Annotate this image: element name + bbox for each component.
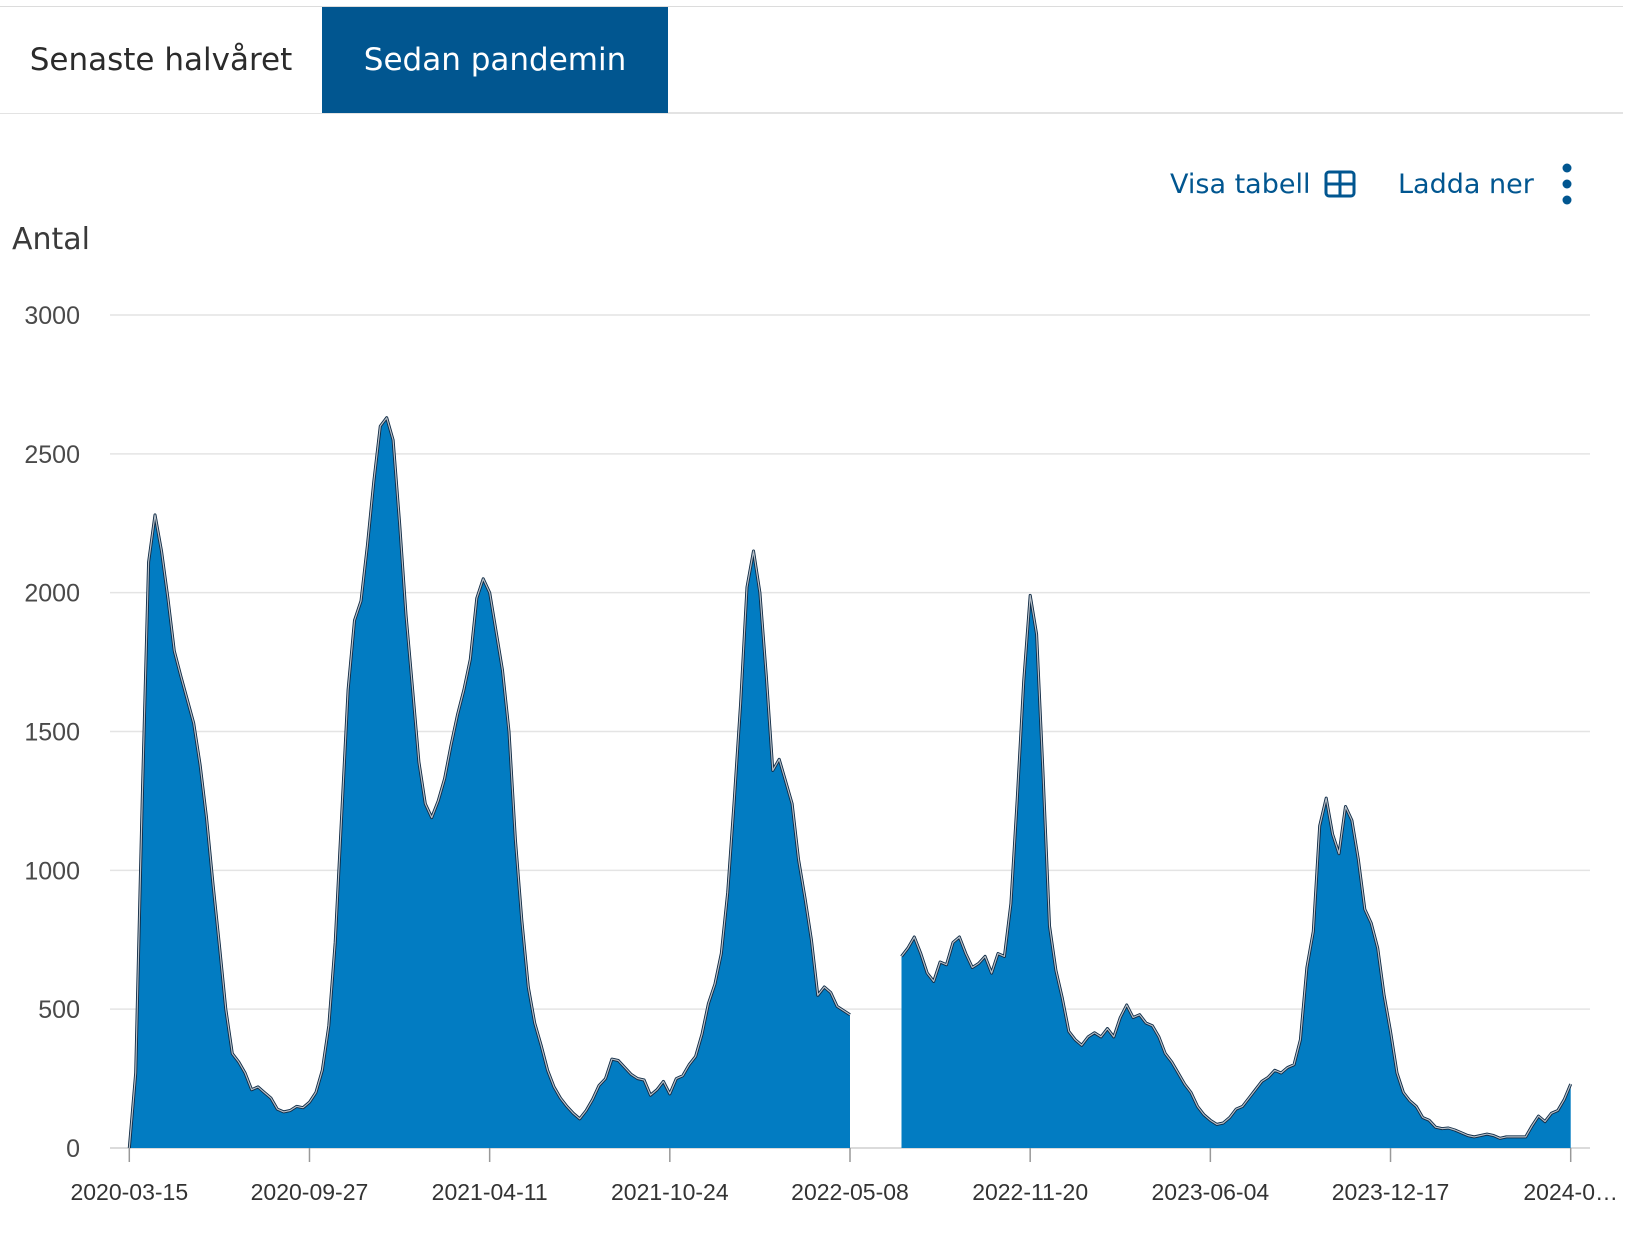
x-tick-label: 2021-10-24 xyxy=(611,1179,729,1205)
y-axis-title: Antal xyxy=(12,222,91,257)
tab-bar: Senaste halvåret Sedan pandemin xyxy=(0,6,1623,114)
y-tick-label: 1000 xyxy=(24,857,80,885)
series-edge-highlight-1 xyxy=(128,417,851,1149)
table-grid-icon xyxy=(1324,170,1356,198)
x-tick-label: 2020-03-15 xyxy=(70,1179,188,1205)
area-segment-1 xyxy=(129,417,851,1148)
download-button[interactable]: Ladda ner xyxy=(1398,158,1578,210)
show-table-label: Visa tabell xyxy=(1170,168,1311,200)
series-edge-highlight-2 xyxy=(901,594,1572,1139)
area-chart: 0 500 1000 1500 2000 2500 3000 2020-03-15 2020-0… xyxy=(24,302,1618,1205)
tab-senaste-halvaret[interactable]: Senaste halvåret xyxy=(0,7,322,113)
x-tick-label: 2021-04-11 xyxy=(432,1179,548,1205)
download-label: Ladda ner xyxy=(1398,168,1534,200)
x-tick-label: 2022-05-08 xyxy=(791,1179,909,1205)
x-tick-label: 2023-12-17 xyxy=(1332,1179,1450,1205)
y-tick-label: 1500 xyxy=(24,719,80,747)
y-tick-label: 3000 xyxy=(24,302,80,330)
x-tick-label: 2020-09-27 xyxy=(251,1179,369,1205)
x-tick-label: 2022-11-20 xyxy=(972,1179,1088,1205)
kebab-menu-icon xyxy=(1562,163,1572,205)
x-tick-label: 2023-06-04 xyxy=(1152,1179,1270,1205)
y-tick-label: 2000 xyxy=(24,580,80,608)
area-segment-2 xyxy=(901,595,1571,1148)
y-tick-label: 2500 xyxy=(24,441,80,469)
show-table-button[interactable]: Visa tabell xyxy=(1170,158,1356,210)
y-tick-label: 500 xyxy=(38,996,80,1024)
tab-sedan-pandemin[interactable]: Sedan pandemin xyxy=(322,7,668,113)
x-tick-label: 2024-0… xyxy=(1523,1179,1618,1205)
y-tick-label: 0 xyxy=(66,1135,80,1163)
